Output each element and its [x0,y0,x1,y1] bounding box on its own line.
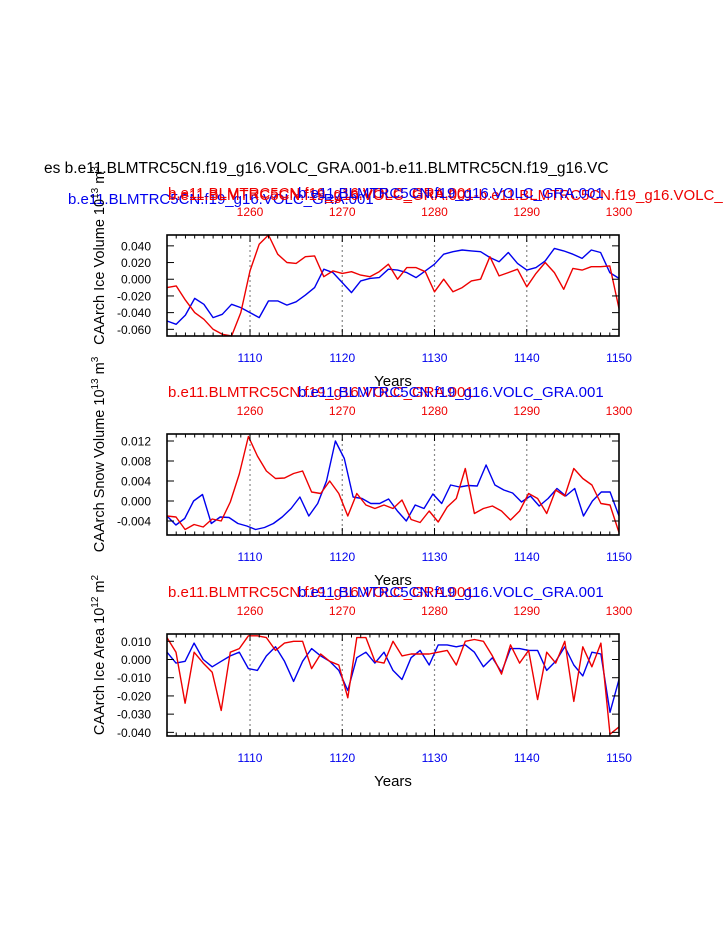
x-tick-label: 1150 [606,751,632,765]
x-tick-label: 1110 [238,550,263,564]
x-top-tick-label: 1280 [421,604,448,618]
y-tick-label: -0.030 [117,708,151,722]
panel-snow-volume: 1110 1120 1130 1140 1150 1260 1270 1280 1290 1300… [90,356,633,589]
x-axis-label: Years [374,773,412,790]
y-axis-label-part: 12 [90,596,101,608]
chart-panels: 1110 1120 1130 1140 1150 1260 1270 1280 1290 1300… [90,166,633,790]
y-tick-label: 0.004 [121,475,151,489]
panel-red-title: b.e11.BLMTRC5CN.f19_g16.VOLC_GRA.001 [168,185,474,202]
x-tick-label: 1120 [329,550,355,564]
y-axis-label-part: CAArch Ice Volume 10 [92,199,108,345]
x-top-tick-label: 1300 [606,404,633,418]
y-axis-label-part: 13 [90,378,101,390]
plot-frame [166,433,620,536]
y-tick-label: 0.010 [121,635,151,649]
x-tick-label: 1130 [422,550,448,564]
x-top-tick-label: 1260 [237,604,264,618]
y-axis-label-part: CAArch Ice Area 10 [92,608,108,735]
y-tick-label: 0.008 [121,455,151,469]
y-tick-label: -0.020 [117,289,151,303]
x-top-tick-label: 1270 [329,205,356,219]
y-axis-label-part: CAArch Snow Volume 10 [92,389,108,552]
x-tick-label: 1130 [422,751,448,765]
series-blue-line [166,642,620,713]
x-top-tick-label: 1290 [513,604,540,618]
y-tick-label: -0.020 [117,689,151,703]
x-top-tick-label: 1270 [329,404,356,418]
x-top-tick-label: 1260 [237,205,264,219]
main-title: es b.e11.BLMTRC5CN.f19_g16.VOLC_GRA.001-… [44,160,609,177]
y-axis-label-part: m [92,172,108,188]
y-axis-label: CAArch Snow Volume 1013 m3 [90,356,108,552]
x-tick-label: 1140 [514,751,540,765]
y-tick-label: -0.040 [117,726,151,740]
x-tick-label: 1150 [606,351,632,365]
x-tick-label: 1140 [514,550,540,564]
x-top-tick-label: 1300 [606,604,633,618]
panel-ice-volume: 1110 1120 1130 1140 1150 1260 1270 1280 1290 1300… [90,166,633,390]
x-top-tick-label: 1290 [513,404,540,418]
x-tick-label: 1140 [514,351,540,365]
y-axis-label-part: 3 [90,166,101,172]
x-axis-label: Years [374,373,412,390]
x-top-tick-label: 1260 [237,404,264,418]
series-blue-line [166,440,620,531]
series-red-line [166,234,620,337]
y-tick-label: 0.000 [121,495,151,509]
x-tick-label: 1130 [422,351,448,365]
x-tick-label: 1120 [329,351,355,365]
y-tick-label: -0.004 [117,515,151,529]
y-axis-label-part: m [92,580,108,596]
series-red-line [166,435,620,533]
panel-blue-title: b.e11.BLMTRC5CN.f19_g16.VOLC_GRA.001 [298,185,604,202]
plot-frame [166,633,620,737]
x-top-tick-label: 1270 [329,604,356,618]
x-tick-label: 1120 [329,751,355,765]
y-tick-label: -0.010 [117,671,151,685]
x-tick-label: 1110 [238,351,263,365]
panel-ice-area: 1110 1120 1130 1140 1150 1260 1270 1280 1290 1300… [90,574,633,790]
y-axis-label: CAArch Ice Area 1012 m2 [90,574,108,735]
top-blue-title: b.e11.BLMTRC5CN.f19_g16.VOLC_GRA.001 [68,191,374,208]
y-axis-label-part: 13 [90,187,101,199]
y-tick-label: 0.000 [121,273,151,287]
top-red-title: b.e11.BLMTRC5CN.f19_g16.VOLC_GRA.001-b.e… [168,187,723,204]
y-tick-label: 0.012 [121,435,151,449]
series-blue-line [166,247,620,325]
y-axis-label-part: 2 [90,574,101,580]
x-top-tick-label: 1300 [606,205,633,219]
panel-blue-title: b.e11.BLMTRC5CN.f19_g16.VOLC_GRA.001 [298,384,604,401]
y-tick-label: 0.020 [121,256,151,270]
panel-blue-title: b.e11.BLMTRC5CN.f19_g16.VOLC_GRA.001 [298,584,604,601]
panel-red-title: b.e11.BLMTRC5CN.f19_g16.VOLC_GRA.001 [168,584,474,601]
y-tick-label: -0.060 [117,323,151,337]
plot-frame [166,234,620,337]
x-top-tick-label: 1290 [513,205,540,219]
y-axis-label: CAArch Ice Volume 1013 m3 [90,166,108,345]
y-tick-label: 0.040 [121,239,151,253]
x-tick-label: 1150 [606,550,632,564]
y-axis-label-part: m [92,362,108,378]
panel-red-title: b.e11.BLMTRC5CN.f19_g16.VOLC_GRA.001 [168,384,474,401]
y-axis-label-part: 3 [90,356,101,362]
x-top-tick-label: 1280 [421,205,448,219]
y-tick-label: -0.040 [117,306,151,320]
series-red-line [166,635,620,735]
x-top-tick-label: 1280 [421,404,448,418]
x-axis-label: Years [374,572,412,589]
y-tick-label: 0.000 [121,653,151,667]
x-tick-label: 1110 [238,751,263,765]
